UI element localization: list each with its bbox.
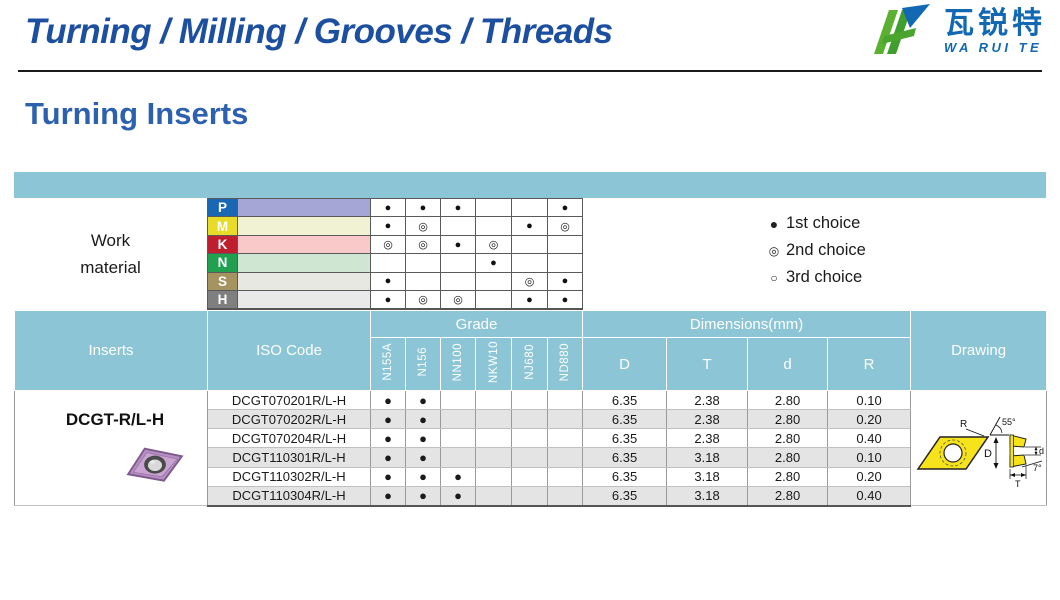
- legend-item-3rd: ○ 3rd choice: [762, 268, 866, 287]
- material-strip: [237, 271, 371, 292]
- iso-code-cell: DCGT070204R/L-H: [207, 428, 371, 449]
- material-row-H: H ● ◎ ◎ ● ●: [207, 290, 583, 311]
- company-logo: 瓦锐特 WA RUI TE: [872, 4, 1046, 58]
- insert-group-cell: DCGT-R/L-H: [14, 390, 208, 506]
- insert-group-label: DCGT-R/L-H: [65, 410, 165, 429]
- grade-col-nd880: ND880: [546, 337, 584, 391]
- svg-text:55°: 55°: [1002, 417, 1016, 427]
- grade-col-n155a: N155A: [370, 337, 406, 391]
- col-header-grade: Grade: [369, 310, 584, 338]
- iso-code-cell: DCGT110304R/L-H: [207, 486, 371, 507]
- table-header-row-2: N155A N156 NN100 NKW10 NJ680 ND880 D T d…: [15, 337, 1047, 391]
- work-material-label: Work material: [80, 230, 141, 277]
- iso-code-cell: DCGT070202R/L-H: [207, 409, 371, 430]
- work-material-matrix: P ● ● ● ● M ● ◎: [207, 197, 583, 311]
- section-title: Turning Inserts: [25, 96, 249, 131]
- table-row: DCGT110301R/L-H ● ● 6.35 3.18 2.80 0.10: [15, 447, 1047, 468]
- choice-legend: ● 1st choice ◎ 2nd choice ○ 3rd choice: [762, 214, 866, 295]
- dim-col-D: D: [582, 337, 668, 391]
- top-color-band: [14, 172, 1046, 198]
- material-code: M: [207, 216, 238, 236]
- grade-col-nj680: NJ680: [511, 337, 548, 391]
- col-header-iso-code: ISO Code: [207, 310, 371, 391]
- filled-circle-icon: ●: [769, 215, 779, 232]
- col-header-inserts: Inserts: [14, 310, 208, 391]
- table-row: DCGT110302R/L-H ● ● ● 6.35 3.18 2.80 0.2…: [15, 467, 1047, 487]
- iso-code-cell: DCGT110301R/L-H: [207, 447, 371, 468]
- iso-code-cell: DCGT070201R/L-H: [207, 390, 371, 411]
- legend-item-2nd: ◎ 2nd choice: [762, 241, 866, 260]
- dim-col-d: d: [747, 337, 829, 391]
- svg-text:R: R: [960, 419, 967, 430]
- drawing-cell: R 55° D: [910, 390, 1048, 506]
- page-header-title: Turning / Milling / Grooves / Threads: [25, 12, 613, 51]
- logo-chinese-name: 瓦锐特: [944, 6, 1046, 40]
- material-strip: [237, 197, 371, 218]
- material-row-M: M ● ◎ ● ◎: [207, 216, 583, 236]
- bullseye-circle-icon: ◎: [768, 243, 780, 258]
- table-header-row-1: Inserts ISO Code Grade Dimensions(mm) Dr…: [14, 310, 1048, 391]
- svg-text:7°: 7°: [1033, 463, 1042, 473]
- svg-text:T: T: [1015, 479, 1021, 489]
- logo-english-name: WA RUI TE: [944, 39, 1043, 55]
- material-code: H: [207, 290, 238, 311]
- material-strip: [237, 234, 371, 255]
- inserts-table: Inserts ISO Code Grade Dimensions(mm) Dr…: [14, 310, 1048, 507]
- material-strip: [237, 253, 371, 273]
- table-row: DCGT110304R/L-H ● ● ● 6.35 3.18 2.80 0.4…: [15, 486, 1047, 507]
- material-row-S: S ● ◎ ●: [207, 271, 583, 292]
- work-material-section: Work material P ● ● ● ●: [14, 197, 1046, 311]
- header-divider: [18, 70, 1042, 72]
- material-strip: [237, 290, 371, 311]
- logo-text: 瓦锐特 WA RUI TE: [944, 6, 1046, 55]
- legend-item-1st: ● 1st choice: [762, 214, 866, 233]
- grade-col-nn100: NN100: [440, 337, 476, 391]
- table-row: DCGT070204R/L-H ● ● 6.35 2.38 2.80 0.40: [15, 428, 1047, 449]
- material-code: K: [207, 234, 238, 255]
- svg-text:D: D: [984, 448, 992, 460]
- catalog-table-block: Work material P ● ● ● ●: [14, 172, 1048, 507]
- dim-col-T: T: [666, 337, 749, 391]
- table-row: DCGT070202R/L-H ● ● 6.35 2.38 2.80 0.20: [15, 409, 1047, 430]
- material-strip: [237, 216, 371, 236]
- col-header-drawing: Drawing: [910, 310, 1048, 391]
- dim-col-R: R: [827, 337, 912, 391]
- material-row-N: N ●: [207, 253, 583, 273]
- grade-col-n156: N156: [405, 337, 441, 391]
- iso-code-cell: DCGT110302R/L-H: [207, 467, 371, 487]
- logo-mark-icon: [874, 4, 930, 54]
- material-row-K: K ◎ ◎ ● ◎: [207, 234, 583, 255]
- col-header-dimensions: Dimensions(mm): [582, 310, 912, 338]
- svg-text:d: d: [1039, 446, 1044, 456]
- material-code: S: [207, 271, 238, 292]
- table-row: DCGT-R/L-H DCGT070201R/L-H ● ●: [14, 390, 1048, 506]
- insert-drawing-icon: R 55° D: [916, 416, 1044, 489]
- material-row-P: P ● ● ● ●: [207, 197, 583, 218]
- material-code: N: [207, 253, 238, 273]
- insert-photo-icon: [126, 447, 184, 482]
- material-code: P: [207, 197, 238, 218]
- open-circle-icon: ○: [770, 270, 778, 285]
- grade-col-nkw10: NKW10: [475, 337, 512, 391]
